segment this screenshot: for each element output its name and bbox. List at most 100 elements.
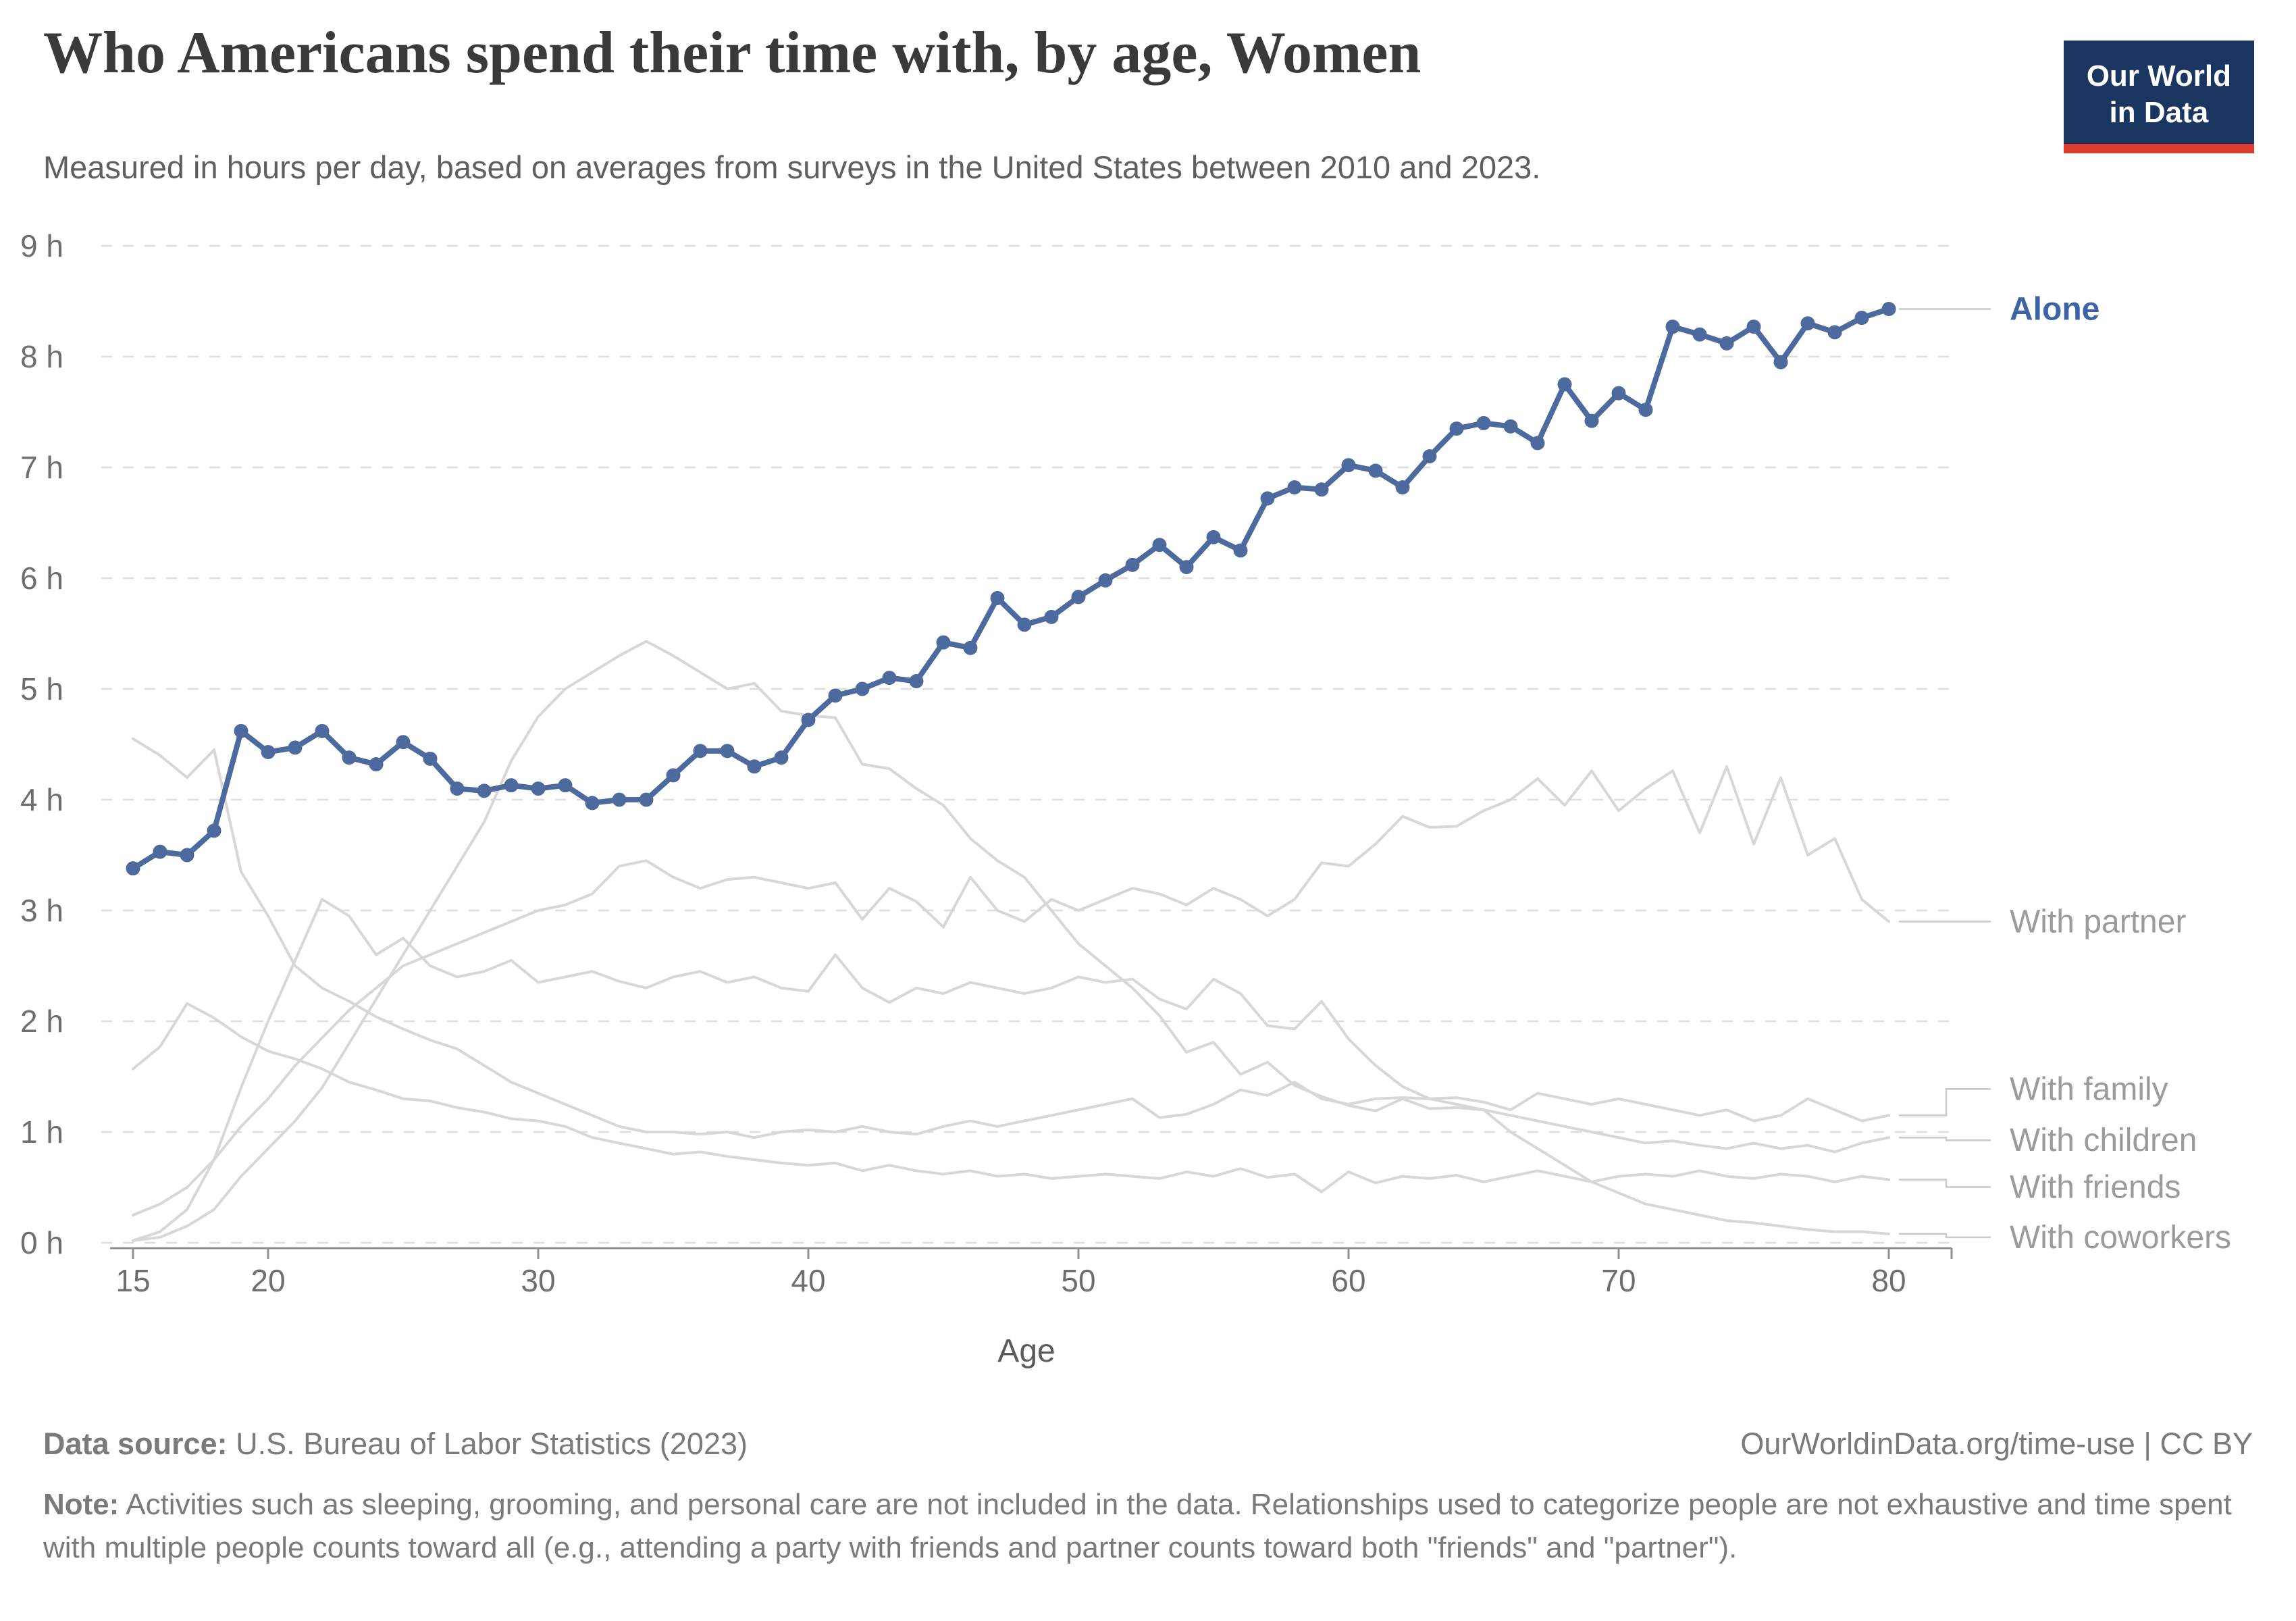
series-point-alone bbox=[1530, 436, 1545, 451]
label-connector-with-children bbox=[1899, 1136, 1991, 1141]
series-point-alone bbox=[1719, 336, 1734, 351]
series-point-alone bbox=[963, 640, 978, 655]
line-chart: 0 h 1 h 2 h 3 h 4 h 5 h 6 h 7 h 8 h 9 h 15 20 30 40 50… bbox=[0, 203, 2296, 1391]
series-point-alone bbox=[720, 744, 735, 758]
series-point-alone bbox=[558, 778, 573, 793]
series-point-alone bbox=[1233, 543, 1248, 558]
series-point-alone bbox=[774, 750, 789, 765]
y-tick-label-5: 5 h bbox=[20, 671, 63, 706]
series-point-alone bbox=[477, 783, 492, 798]
footer-url[interactable]: OurWorldinData.org/time-use | CC BY bbox=[1740, 1426, 2253, 1461]
series-point-alone bbox=[855, 681, 870, 696]
series-label-alone: Alone bbox=[2010, 291, 2099, 327]
series-point-alone bbox=[801, 713, 816, 727]
series-point-alone bbox=[828, 688, 843, 703]
series-point-alone bbox=[396, 735, 411, 750]
series-point-alone bbox=[747, 759, 762, 774]
series-point-alone bbox=[990, 591, 1005, 606]
series-point-alone bbox=[1044, 609, 1059, 624]
series-point-alone bbox=[1341, 458, 1356, 473]
series-point-alone bbox=[1503, 419, 1518, 434]
label-connector-with-friends bbox=[1899, 1179, 1991, 1188]
x-tick-label-1: 20 bbox=[251, 1263, 285, 1298]
series-point-alone bbox=[1260, 491, 1275, 506]
y-tick-label-0: 0 h bbox=[20, 1225, 63, 1260]
y-tick-label-4: 4 h bbox=[20, 782, 63, 817]
series-point-alone bbox=[1314, 482, 1329, 497]
series-point-alone bbox=[1746, 319, 1761, 334]
series-point-alone bbox=[1422, 449, 1437, 464]
series-point-alone bbox=[1071, 590, 1086, 604]
series-point-alone bbox=[1476, 415, 1491, 430]
series-label-with-coworkers: With coworkers bbox=[2010, 1220, 2231, 1256]
series-point-alone bbox=[261, 744, 276, 759]
series-point-alone bbox=[126, 861, 140, 876]
x-tick-label-3: 40 bbox=[791, 1263, 825, 1298]
owid-logo-line1: Our World bbox=[2086, 59, 2231, 93]
x-tick-label-2: 30 bbox=[521, 1263, 555, 1298]
note-text: Activities such as sleeping, grooming, a… bbox=[43, 1488, 2232, 1564]
series-line-with-friends bbox=[132, 1002, 1890, 1193]
series-point-alone bbox=[423, 751, 438, 766]
series-point-alone bbox=[504, 778, 519, 793]
series-point-alone bbox=[1584, 413, 1599, 428]
series-point-alone bbox=[1152, 538, 1167, 552]
series-label-with-friends: With friends bbox=[2010, 1170, 2181, 1206]
series-point-alone bbox=[1098, 573, 1113, 588]
series-line-with-family bbox=[132, 737, 1890, 1139]
note-label: Note: bbox=[43, 1488, 120, 1521]
y-tick-label-2: 2 h bbox=[20, 1004, 63, 1039]
series-point-alone bbox=[153, 844, 167, 859]
y-tick-label-7: 7 h bbox=[20, 450, 63, 485]
datasource-label: Data source: bbox=[43, 1426, 228, 1461]
chart-canvas: 0 h 1 h 2 h 3 h 4 h 5 h 6 h 7 h 8 h 9 h 15 20 30 40 50… bbox=[20, 228, 2231, 1369]
series-point-alone bbox=[180, 848, 194, 863]
series-point-alone bbox=[1827, 325, 1842, 340]
series-point-alone bbox=[882, 671, 897, 686]
series-point-alone bbox=[369, 757, 384, 772]
series-point-alone bbox=[1557, 377, 1572, 392]
y-tick-label-8: 8 h bbox=[20, 339, 63, 374]
series-point-alone bbox=[1206, 530, 1221, 544]
x-tick-label-0: 15 bbox=[115, 1263, 150, 1298]
series-point-alone bbox=[1665, 319, 1680, 334]
y-tick-label-3: 3 h bbox=[20, 893, 63, 928]
y-tick-label-9: 9 h bbox=[20, 228, 63, 263]
x-tick-label-6: 70 bbox=[1601, 1263, 1636, 1298]
label-connector-with-coworkers bbox=[1899, 1233, 1991, 1239]
series-point-alone bbox=[207, 823, 221, 838]
series-label-with-partner: With partner bbox=[2010, 904, 2186, 940]
series-point-alone bbox=[936, 635, 951, 650]
y-tick-label-1: 1 h bbox=[20, 1114, 63, 1150]
series-point-alone bbox=[315, 723, 330, 738]
y-tick-label-6: 6 h bbox=[20, 561, 63, 596]
series-label-with-family: With family bbox=[2010, 1071, 2168, 1107]
series-point-alone bbox=[1773, 355, 1788, 369]
series-point-alone bbox=[1017, 617, 1032, 632]
series-point-alone bbox=[342, 750, 357, 765]
series-label-with-children: With children bbox=[2010, 1123, 2197, 1158]
series-line-with-children bbox=[132, 640, 1890, 1242]
series-point-alone bbox=[288, 740, 303, 755]
series-point-alone bbox=[1692, 327, 1707, 342]
series-point-alone bbox=[1854, 311, 1869, 326]
series-point-alone bbox=[1881, 301, 1896, 316]
x-tick-label-5: 60 bbox=[1331, 1263, 1365, 1298]
x-tick-label-7: 80 bbox=[1871, 1263, 1906, 1298]
series-point-alone bbox=[1125, 557, 1140, 572]
owid-logo-line2: in Data bbox=[2109, 95, 2209, 129]
series-point-alone bbox=[666, 768, 681, 783]
series-point-alone bbox=[639, 792, 654, 807]
series-line-with-partner bbox=[132, 765, 1890, 1216]
owid-logo: Our World in Data bbox=[2063, 41, 2254, 154]
series-point-alone bbox=[234, 723, 249, 738]
footer: Data source: U.S. Bureau of Labor Statis… bbox=[43, 1426, 2253, 1462]
series-point-alone bbox=[1368, 463, 1383, 478]
series-point-alone bbox=[1179, 560, 1194, 575]
chart-subtitle: Measured in hours per day, based on aver… bbox=[43, 149, 1541, 185]
series-point-alone bbox=[1611, 386, 1626, 401]
label-connector-with-family bbox=[1899, 1088, 1991, 1116]
series-point-alone bbox=[1395, 480, 1410, 495]
series-point-alone bbox=[1449, 421, 1464, 436]
